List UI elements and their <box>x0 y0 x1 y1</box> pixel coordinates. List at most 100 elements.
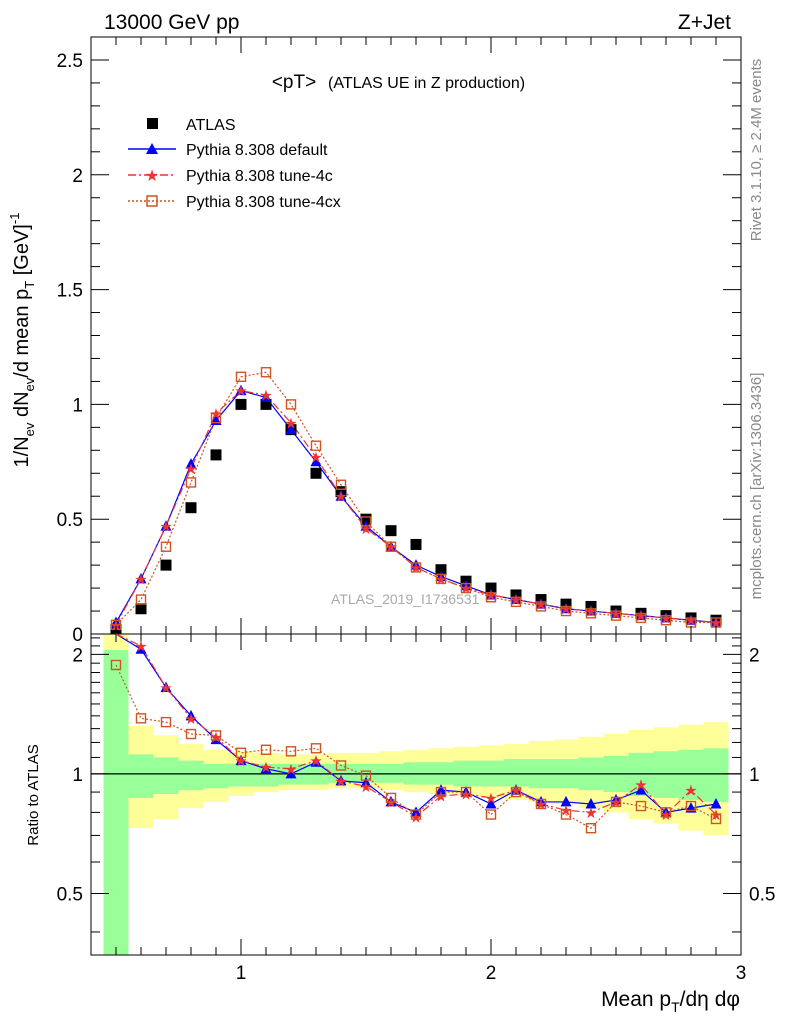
ratio-series-point <box>535 795 547 807</box>
ratio-series-point <box>510 786 522 798</box>
main-series-point <box>635 612 647 624</box>
main-series-point: ★ <box>109 617 122 634</box>
main-series-point: ★ <box>484 587 497 604</box>
main-series-point <box>310 440 322 451</box>
legend-marker-default <box>146 143 158 154</box>
main-series-point <box>610 607 622 618</box>
mcplots-label: mcplots.cern.ch [arXiv:1306.3436] <box>748 373 765 600</box>
legend-label-default: Pythia 8.308 default <box>186 142 328 159</box>
main-y-tick-label: 2.5 <box>57 51 83 72</box>
ratio-band-inner <box>678 749 704 800</box>
legend-label-atlas: ATLAS <box>186 117 236 134</box>
main-series-point <box>485 592 497 603</box>
main-series-point <box>435 570 447 582</box>
ratio-series-point <box>110 659 122 671</box>
atlas-point <box>210 449 222 461</box>
main-series-point: ★ <box>409 560 422 577</box>
ratio-y-tick-label: 0.5 <box>57 884 83 905</box>
main-series-point <box>560 605 572 617</box>
legend-marker-tune4c: ★ <box>145 168 159 185</box>
atlas-point <box>360 513 372 525</box>
main-y-tick-label: 1 <box>72 395 83 416</box>
main-panel: 0 0.5 1 1.5 2 2.5 ★ ★ ★ ★ ★ ★ ★ ★ ★ ★ ★ ★ ★ ★ ★ ★ ★ ★ ★ ★ ★ ★ ★ ★ ★ <box>57 36 742 646</box>
main-series-point <box>285 423 297 435</box>
legend-marker-atlas <box>147 118 158 129</box>
ratio-series-point <box>710 813 722 825</box>
main-series-point <box>610 610 622 621</box>
ratio-y-tick-label-right: 2 <box>749 645 760 666</box>
main-series-point: ★ <box>534 597 547 614</box>
ratio-series-point <box>360 770 372 781</box>
main-series-point <box>485 588 497 600</box>
ratio-band-inner <box>153 757 179 794</box>
x-tick-label: 1 <box>236 963 247 984</box>
main-series-point: ★ <box>134 571 147 588</box>
main-y-tick-label: 0.5 <box>57 510 83 531</box>
ratio-series-point <box>260 762 272 774</box>
ratio-series-point <box>660 807 672 818</box>
ratio-series-point <box>335 774 347 786</box>
watermark: ATLAS_2019_I1736531 <box>331 591 480 607</box>
main-series-point <box>135 572 147 584</box>
ratio-series-point: ★ <box>309 753 322 770</box>
main-series-point <box>410 562 422 573</box>
main-y-tick-label: 1.5 <box>57 281 83 302</box>
atlas-point <box>135 603 147 615</box>
ratio-y-tick-label: 2 <box>72 645 83 666</box>
ratio-series-point: ★ <box>484 790 497 807</box>
main-series-point: ★ <box>284 415 297 432</box>
main-series-point <box>160 520 172 531</box>
main-series-point <box>260 367 272 378</box>
ratio-series-point: ★ <box>359 779 372 796</box>
ratio-series-point <box>135 643 147 654</box>
ratio-series-point <box>685 800 697 812</box>
ratio-series-point <box>560 809 572 820</box>
ratio-series-point <box>235 747 247 759</box>
ratio-series-point <box>385 795 397 807</box>
ratio-series-point <box>460 786 472 797</box>
ratio-series-point <box>710 797 722 809</box>
main-series-line <box>115 389 717 624</box>
atlas-point <box>435 564 447 576</box>
ratio-series-point: ★ <box>684 783 697 800</box>
main-series-point: ★ <box>509 592 522 609</box>
ratio-y-tick-label-right: 0.5 <box>749 884 775 905</box>
ratio-series-point <box>310 756 322 767</box>
ratio-series-point <box>185 728 197 740</box>
main-series-point <box>185 477 197 488</box>
ratio-series-point: ★ <box>584 805 597 822</box>
atlas-point <box>235 398 247 410</box>
ratio-series-point: ★ <box>334 773 347 790</box>
main-series-point <box>310 455 322 467</box>
main-series-point <box>135 594 147 605</box>
ratio-series-point <box>335 760 347 771</box>
ratio-series-point: ★ <box>609 794 622 811</box>
main-y-tick-label: 0 <box>72 625 83 646</box>
main-series-point: ★ <box>334 489 347 506</box>
ratio-series-point <box>510 784 522 795</box>
main-series-point <box>160 541 172 552</box>
ratio-band-inner <box>178 760 204 791</box>
atlas-point <box>260 398 272 410</box>
ratio-series-point: ★ <box>134 638 147 655</box>
main-series-point <box>185 458 197 469</box>
ratio-series-point: ★ <box>559 803 572 820</box>
main-series-point: ★ <box>659 610 672 627</box>
ratio-band-inner <box>103 650 129 955</box>
main-series-point: ★ <box>159 519 172 536</box>
ratio-series-point <box>435 784 447 795</box>
main-series-point <box>360 516 372 527</box>
main-series-point <box>685 614 697 625</box>
ratio-series-point <box>210 730 222 741</box>
ratio-series-point: ★ <box>459 786 472 803</box>
ratio-series-point <box>310 743 322 754</box>
main-series-point <box>385 540 397 552</box>
main-series-point <box>210 412 222 424</box>
ratio-series-point <box>385 792 397 804</box>
main-series-point: ★ <box>384 539 397 556</box>
ratio-series-point: ★ <box>534 796 547 813</box>
atlas-point <box>385 525 397 537</box>
main-series-point <box>235 384 247 396</box>
ratio-series-point <box>160 716 172 728</box>
